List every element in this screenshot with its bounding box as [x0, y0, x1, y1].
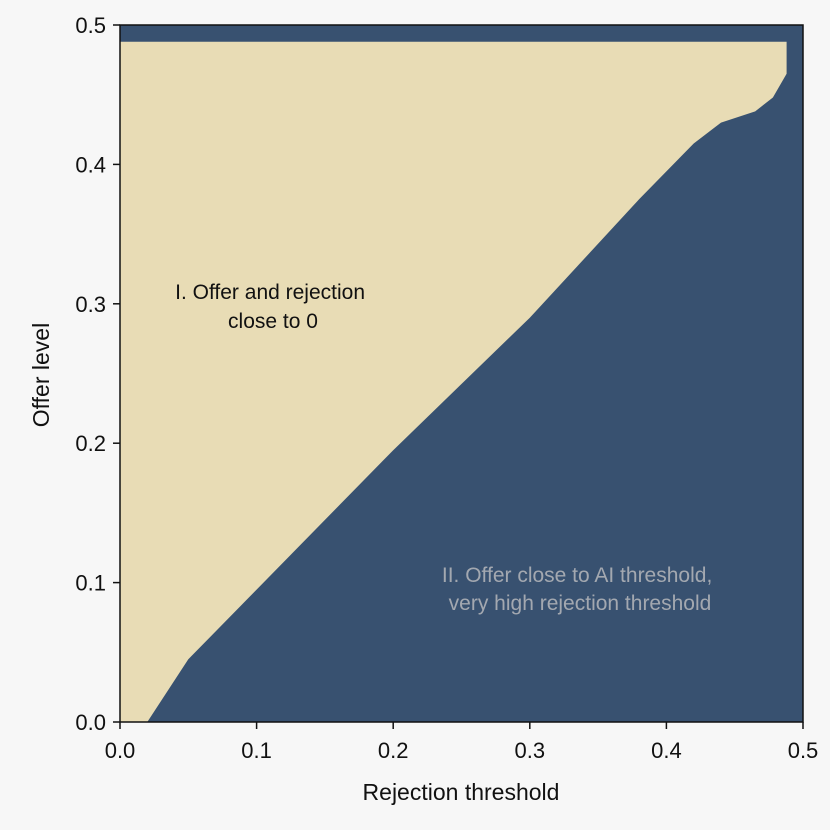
y-axis-label: Offer level [28, 323, 54, 427]
x-axis: 0.0 0.1 0.2 0.3 0.4 0.5 [105, 722, 819, 763]
x-tick-label: 0.4 [651, 738, 682, 763]
y-tick-label: 0.4 [75, 152, 106, 177]
x-tick-label: 0.3 [515, 738, 546, 763]
x-tick-label: 0.5 [788, 738, 819, 763]
x-tick-label: 0.1 [241, 738, 272, 763]
y-tick-label: 0.5 [75, 13, 106, 38]
y-tick-label: 0.3 [75, 292, 106, 317]
x-tick-label: 0.0 [105, 738, 136, 763]
region-i-label: I. Offer and rejection close to 0 [175, 281, 371, 333]
x-axis-label: Rejection threshold [363, 779, 560, 805]
region-i-fill [120, 41, 787, 722]
y-axis: 0.0 0.1 0.2 0.3 0.4 0.5 [75, 13, 120, 735]
x-tick-label: 0.2 [378, 738, 409, 763]
plot-frame [119, 24, 804, 723]
y-tick-label: 0.1 [75, 571, 106, 596]
plot-area [119, 24, 804, 723]
region-ii-label: II. Offer close to AI threshold, very hi… [442, 564, 718, 615]
y-tick-label: 0.2 [75, 431, 106, 456]
y-tick-label: 0.0 [75, 710, 106, 735]
